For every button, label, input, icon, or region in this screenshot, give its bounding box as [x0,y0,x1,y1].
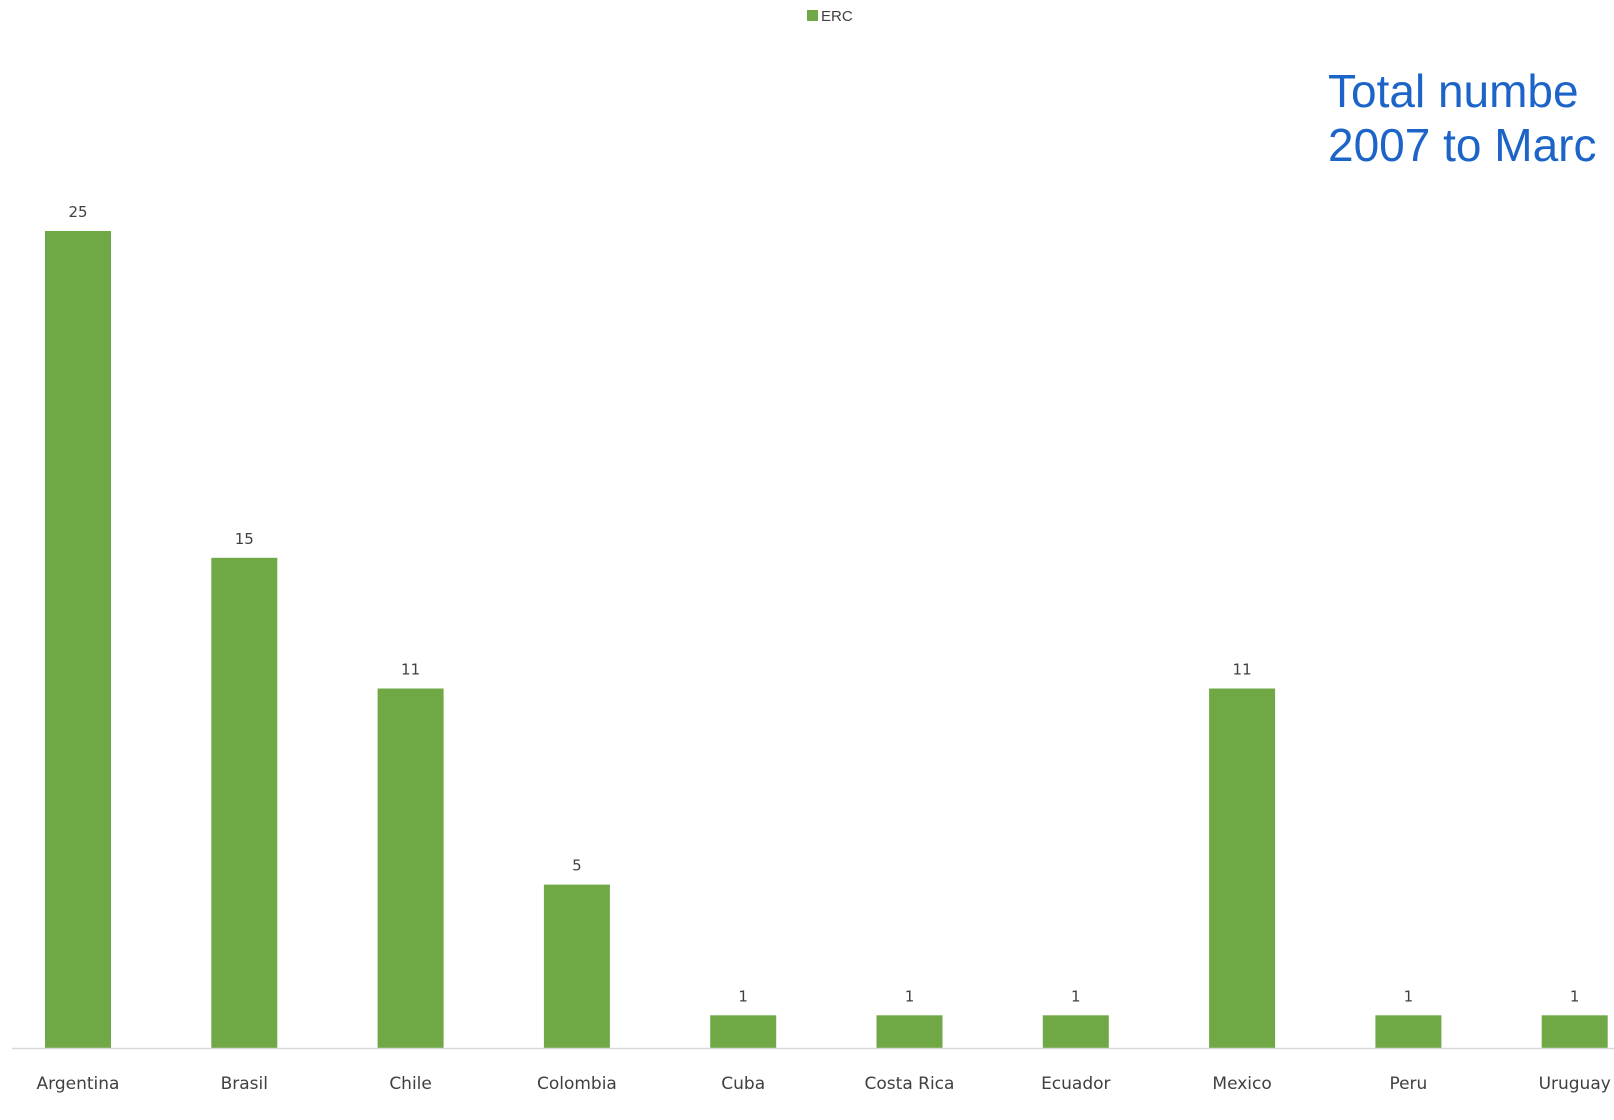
bar-group [45,231,1608,1048]
category-label-brasil: Brasil [221,1074,268,1094]
category-label-costa-rica: Costa Rica [865,1074,955,1094]
chart-title-line-2: 2007 to Marc [1328,119,1597,171]
bar-cuba [710,1015,777,1048]
category-label-peru: Peru [1389,1074,1427,1094]
bar-colombia [543,884,610,1048]
legend-label-erc: ERC [821,8,853,25]
data-label-ecuador: 1 [1071,987,1081,1005]
chart-title: Total numbe 2007 to Marc [1328,64,1614,172]
data-label-chile: 11 [401,661,420,679]
category-label-cuba: Cuba [721,1074,765,1094]
bar-uruguay [1541,1015,1608,1048]
data-label-cuba: 1 [738,987,748,1005]
data-label-brasil: 15 [235,530,254,548]
data-label-uruguay: 1 [1570,987,1580,1005]
data-label-argentina: 25 [68,203,87,221]
category-label-argentina: Argentina [37,1074,120,1094]
category-label-uruguay: Uruguay [1539,1074,1611,1094]
legend-swatch-erc [807,10,818,21]
bar-ecuador [1042,1015,1109,1048]
data-label-costa-rica: 1 [905,987,915,1005]
bar-mexico [1209,688,1276,1048]
chart-title-line-1: Total numbe [1328,65,1579,117]
data-label-peru: 1 [1404,987,1414,1005]
bar-argentina [45,231,111,1048]
category-label-colombia: Colombia [537,1074,617,1094]
bar-brasil [211,557,278,1048]
legend: ERC [807,8,853,25]
bar-costa-rica [876,1015,943,1048]
category-label-mexico: Mexico [1212,1074,1271,1094]
data-label-colombia: 5 [572,857,582,875]
category-label-chile: Chile [389,1074,432,1094]
bar-chile [377,688,444,1048]
data-label-mexico: 11 [1233,661,1252,679]
category-label-ecuador: Ecuador [1041,1074,1110,1094]
category-label-group: Argentina Brasil Chile Colombia Cuba Costa Ri… [37,1074,1611,1094]
bar-peru [1375,1015,1442,1048]
